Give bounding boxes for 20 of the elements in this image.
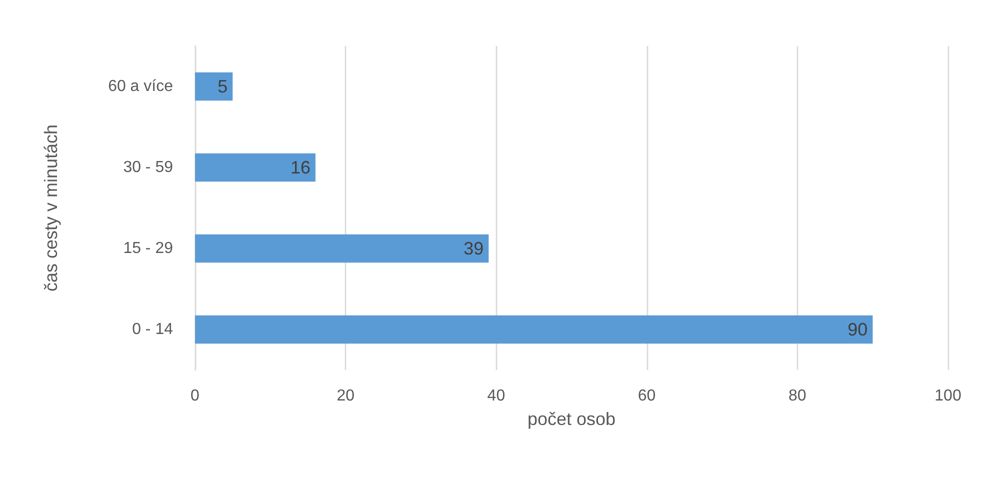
- y-axis-title: čas cesty v minutách: [41, 124, 61, 292]
- data-label: 90: [848, 320, 868, 340]
- data-label: 39: [464, 238, 484, 258]
- y-tick-label: 60 a více: [108, 78, 174, 95]
- x-axis-title: počet osob: [527, 409, 616, 429]
- bar: [195, 234, 489, 263]
- x-tick-label: 20: [336, 388, 355, 404]
- x-tick-label: 40: [487, 388, 506, 404]
- bar: [195, 72, 233, 101]
- bar: [195, 315, 873, 344]
- data-label: 16: [290, 158, 310, 178]
- x-tick-label: 100: [934, 388, 962, 404]
- y-tick-label: 30 - 59: [123, 159, 174, 176]
- x-tick-label: 80: [788, 388, 806, 404]
- data-label: 5: [218, 76, 228, 96]
- x-tick-label: 60: [638, 388, 656, 404]
- y-tick-label: 15 - 29: [123, 240, 174, 257]
- y-tick-label: 0 - 14: [132, 321, 174, 338]
- bar: [195, 153, 316, 182]
- x-tick-label: 0: [190, 388, 200, 404]
